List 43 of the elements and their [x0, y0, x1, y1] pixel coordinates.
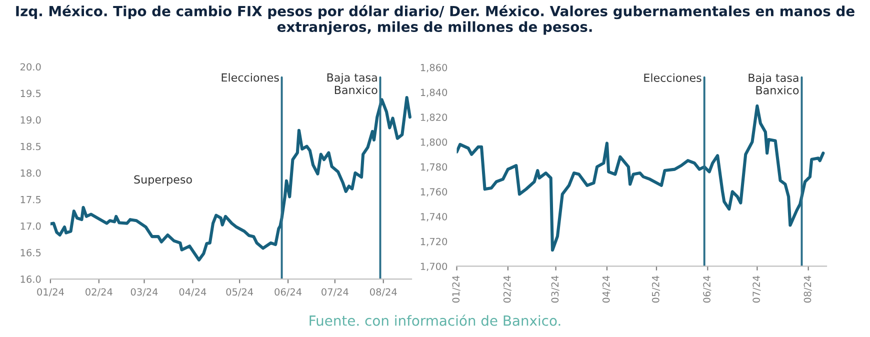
y-tick-label: 16.5	[20, 248, 41, 256]
y-tick-label: 1,700	[420, 262, 448, 272]
x-tick-label: 03/24	[551, 276, 560, 303]
x-tick-label: 02/24	[503, 276, 512, 303]
y-tick-label: 16.0	[20, 276, 41, 283]
y-tick-label: 1,820	[420, 114, 448, 122]
y-tick-label: 17.0	[20, 222, 41, 230]
y-tick-label: 18.0	[20, 169, 41, 177]
ref-line-label: Elecciones	[222, 73, 279, 82]
ref-line-label: Baja tasa Banxico	[327, 73, 378, 94]
y-tick-label: 20.0	[20, 63, 41, 71]
y-tick-label: 1,720	[420, 238, 448, 246]
x-tick-label: 04/24	[602, 276, 611, 303]
line-series	[50, 96, 412, 262]
y-tick-label: 1,760	[420, 188, 448, 196]
x-tick-label: 07/24	[322, 288, 348, 296]
x-tick-label: 01/24	[452, 276, 460, 303]
x-tick-label: 04/24	[179, 288, 206, 296]
source-note: Fuente. con información de Banxico.	[310, 314, 560, 326]
x-tick-label: 03/24	[130, 288, 158, 296]
x-tick-label: 02/24	[86, 288, 112, 296]
ref-line-label: Baja tasa Banxico	[748, 73, 799, 94]
y-tick-label: 1,840	[420, 88, 448, 98]
y-tick-label: 19.5	[20, 90, 41, 98]
x-tick-label: 08/24	[370, 288, 397, 296]
y-tick-label: 1,800	[420, 138, 448, 147]
x-tick-label: 06/24	[274, 288, 302, 296]
y-tick-label: 17.5	[20, 196, 41, 204]
x-tick-label: 07/24	[752, 276, 761, 303]
y-tick-label: 18.5	[20, 142, 41, 150]
y-tick-label: 1,740	[420, 213, 448, 222]
x-tick-label: 06/24	[703, 276, 712, 303]
x-tick-label: 05/24	[226, 288, 254, 296]
y-tick-label: 19.0	[20, 116, 41, 124]
ref-line-label: Elecciones	[644, 73, 702, 82]
x-tick-label: 01/24	[37, 288, 64, 296]
chart-title: Izq. México. Tipo de cambio FIX pesos por dólar diario/ Der. México. Valores gubernamentales en manos de extranjeros, miles de millones de pesos.	[16, 5, 854, 35]
line-series	[456, 104, 825, 252]
x-tick-label: 08/24	[804, 276, 812, 303]
annotation: Superpeso	[134, 175, 192, 186]
y-tick-label: 1,780	[420, 163, 448, 172]
y-tick-label: 1,860	[420, 64, 448, 72]
x-tick-label: 05/24	[652, 276, 660, 303]
